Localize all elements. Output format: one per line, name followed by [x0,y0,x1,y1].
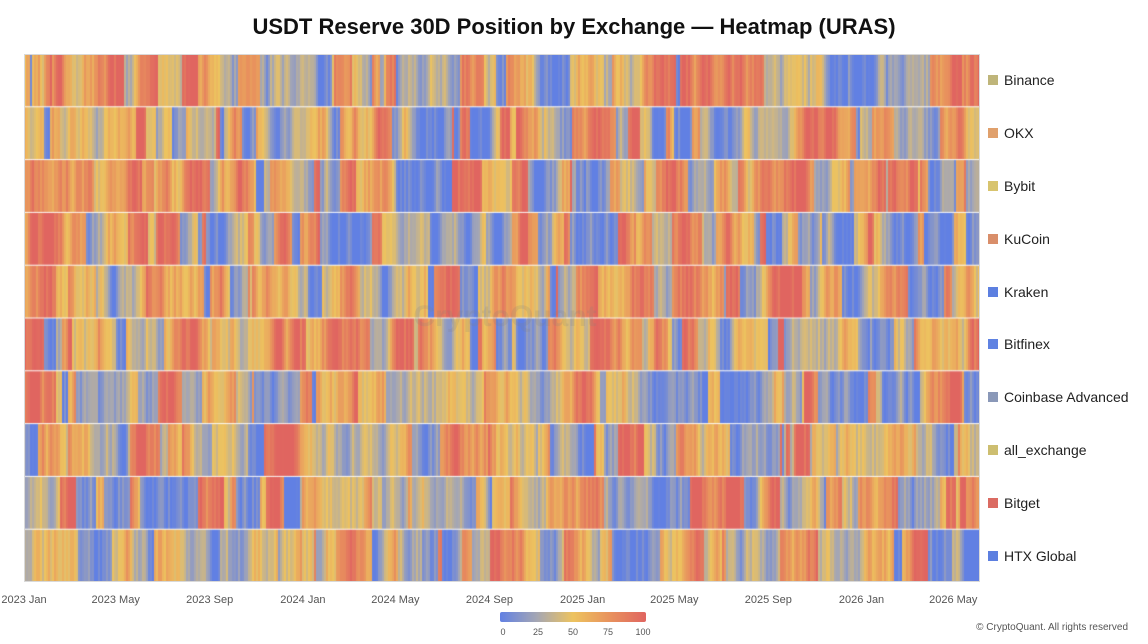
x-tick-label: 2025 Jan [559,594,606,606]
row-label-coinbase-advanced[interactable]: Coinbase Advanced [988,388,1129,406]
x-tick-label: 2024 Sep [465,594,513,606]
row-label-kucoin[interactable]: KuCoin [988,230,1050,248]
row-swatch [988,286,998,297]
x-tick-label: 2024 Jan [280,594,326,606]
x-tick-label: 2026 Jan [838,594,885,606]
color-scale-tick: 75 [602,627,614,637]
chart-title: USDT Reserve 30D Position by Exchange — … [252,14,896,39]
x-tick-label: 2023 May [91,594,140,606]
row-label-text: KuCoin [1004,230,1050,247]
x-tick-label: 2024 May [371,594,420,606]
x-tick-label: 2025 May [650,594,699,606]
copyright-notice: © CryptoQuant. All rights reserved [976,622,1128,633]
row-label-htx-global[interactable]: HTX Global [988,547,1076,565]
row-label-text: Bitfinex [1004,336,1050,353]
row-label-text: all_exchange [1004,442,1087,458]
row-swatch [988,75,998,86]
x-tick-label: 2026 May [929,594,978,606]
row-label-text: OKX [1004,125,1034,142]
x-tick-label: 2023 Sep [186,594,234,606]
color-scale-tick: 100 [635,627,651,637]
row-swatch [988,497,998,508]
heatmap-plot[interactable] [24,54,980,582]
row-swatch [988,392,998,403]
row-swatch [988,181,998,191]
row-label-text: Kraken [1004,283,1049,300]
row-swatch [988,128,998,139]
x-tick-label: 2023 Jan [1,594,47,606]
row-swatch [988,339,998,350]
row-label-all-exchange[interactable]: all_exchange [988,441,1087,459]
row-label-text: Binance [1004,72,1055,89]
color-scale-tick: 50 [567,627,579,637]
color-scale-tick: 25 [532,627,544,637]
row-label-text: HTX Global [1004,547,1077,564]
row-swatch [988,445,998,455]
x-tick-label: 2025 Sep [744,594,792,606]
row-label-text: Bybit [1004,178,1036,194]
row-label-binance[interactable]: Binance [988,71,1055,89]
row-label-text: Coinbase Advanced [1004,389,1129,406]
row-label-bitfinex[interactable]: Bitfinex [988,335,1050,353]
color-scale-tick: 0 [500,627,506,637]
row-label-bybit[interactable]: Bybit [988,177,1035,195]
row-label-text: Bitget [1004,494,1040,511]
row-swatch [988,233,998,244]
row-label-bitget[interactable]: Bitget [988,494,1040,512]
row-label-kraken[interactable]: Kraken [988,283,1048,301]
row-swatch [988,550,998,561]
color-scale-bar [500,612,646,622]
row-label-okx[interactable]: OKX [988,124,1034,142]
